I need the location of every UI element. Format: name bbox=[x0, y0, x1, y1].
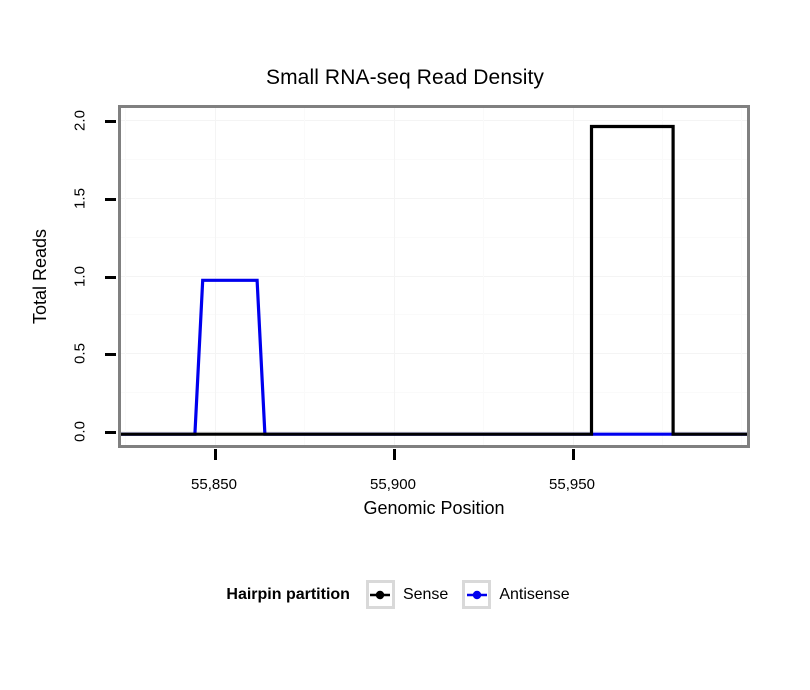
plot-panel bbox=[118, 105, 750, 448]
gridline-v-minor-3 bbox=[662, 108, 663, 445]
legend: Hairpin partition Sense Antisense bbox=[0, 580, 810, 609]
gridline-v-minor-1 bbox=[304, 108, 305, 445]
y-tick-mark-0 bbox=[105, 431, 116, 434]
y-tick-label-0: 0.0 bbox=[71, 421, 89, 442]
x-tick-mark-0 bbox=[214, 449, 217, 460]
line-point-icon bbox=[370, 590, 391, 599]
chart-title: Small RNA-seq Read Density bbox=[265, 66, 545, 89]
x-axis-title: Genomic Position bbox=[363, 498, 505, 518]
legend-label-sense: Sense bbox=[402, 585, 449, 603]
y-axis-title: Total Reads bbox=[30, 228, 50, 325]
x-tick-label-0: 55,850 bbox=[191, 476, 237, 493]
y-tick-label-4: 2.0 bbox=[71, 110, 89, 131]
legend-label-antisense: Antisense bbox=[499, 585, 570, 603]
y-tick-mark-1 bbox=[105, 353, 116, 356]
x-tick-mark-1 bbox=[393, 449, 396, 460]
y-tick-mark-2 bbox=[105, 276, 116, 279]
line-point-icon bbox=[466, 590, 487, 599]
plot-area bbox=[121, 108, 747, 445]
x-tick-mark-2 bbox=[572, 449, 575, 460]
gridline-v-2 bbox=[573, 108, 574, 445]
y-tick-label-2: 1.0 bbox=[71, 266, 89, 287]
x-tick-label-2: 55,950 bbox=[549, 476, 595, 493]
gridline-v-minor-2 bbox=[483, 108, 484, 445]
y-tick-mark-3 bbox=[105, 198, 116, 201]
legend-key-antisense bbox=[462, 580, 492, 609]
x-tick-label-1: 55,900 bbox=[370, 476, 416, 493]
gridline-v-minor-0 bbox=[125, 108, 126, 445]
legend-item-sense[interactable]: Sense bbox=[365, 580, 449, 609]
y-tick-label-1: 0.5 bbox=[71, 343, 89, 364]
gridline-v-1 bbox=[394, 108, 395, 445]
legend-item-antisense[interactable]: Antisense bbox=[462, 580, 570, 609]
gridline-h-4 bbox=[121, 120, 747, 121]
legend-title: Hairpin partition bbox=[226, 585, 350, 603]
y-tick-label-3: 1.5 bbox=[71, 188, 89, 209]
gridline-v-minor-4 bbox=[741, 108, 742, 445]
y-tick-mark-4 bbox=[105, 120, 116, 123]
legend-key-sense bbox=[365, 580, 395, 609]
gridline-v-0 bbox=[215, 108, 216, 445]
